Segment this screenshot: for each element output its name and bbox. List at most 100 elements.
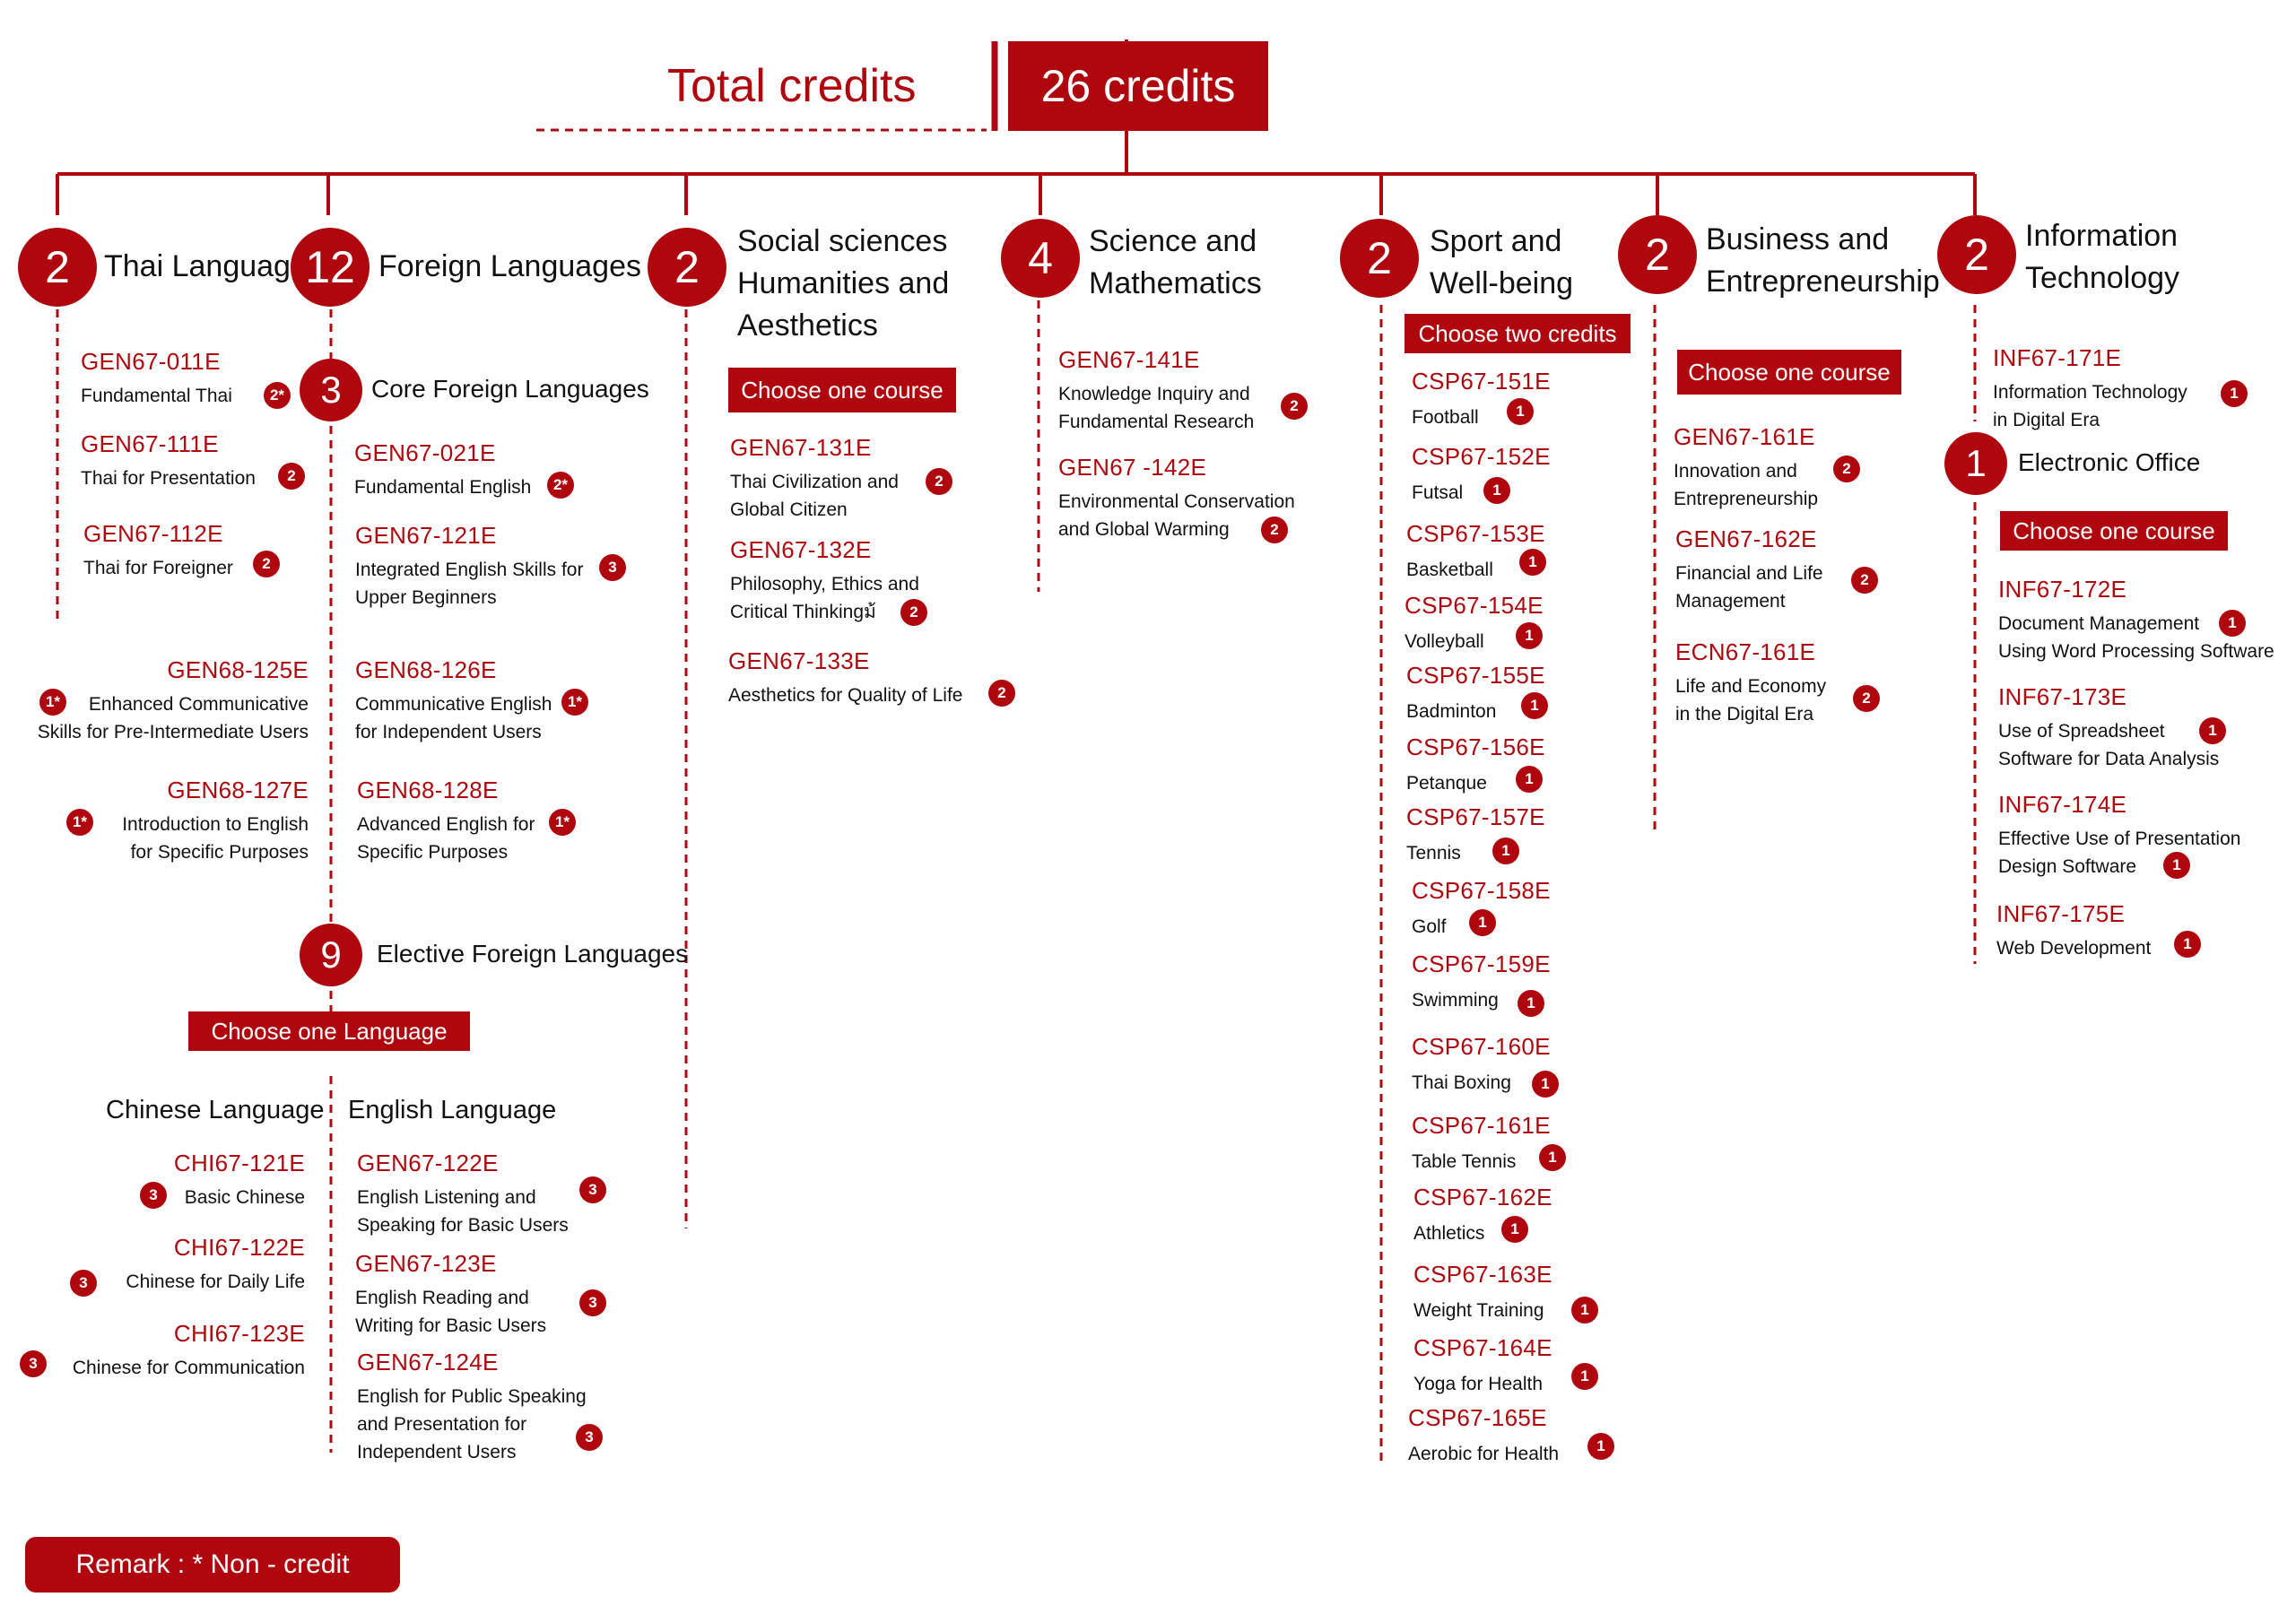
office-choose-badge: Choose one course bbox=[2000, 511, 2228, 551]
business-credits-circle: 2 bbox=[1618, 215, 1697, 294]
course-code: INF67-175E bbox=[1996, 900, 2126, 927]
credit-badge: 3 bbox=[70, 1270, 97, 1297]
course-name: Chinese for Communication bbox=[72, 1358, 305, 1378]
course-code: CSP67-151E bbox=[1412, 368, 1551, 395]
credit-badge: 2 bbox=[926, 468, 952, 495]
course-code: GEN67-121E bbox=[355, 522, 497, 549]
course-code: CSP67-155E bbox=[1406, 662, 1545, 689]
course-name: Aesthetics for Quality of Life bbox=[728, 685, 963, 706]
science-credits-circle: 4 bbox=[1001, 219, 1080, 298]
it-credits-circle: 2 bbox=[1937, 215, 2016, 294]
course-name: Volleyball bbox=[1405, 631, 1484, 652]
course-name: Swimming bbox=[1412, 990, 1499, 1011]
course-name: Petanque bbox=[1406, 773, 1487, 794]
course-code: CSP67-164E bbox=[1413, 1334, 1552, 1361]
course-name: Global Citizen bbox=[730, 499, 848, 520]
course-name: Enhanced Communicative bbox=[88, 694, 309, 715]
course-code: GEN67-131E bbox=[730, 434, 872, 461]
course-code: CSP67-153E bbox=[1406, 520, 1545, 547]
course-name: Web Development bbox=[1996, 938, 2152, 959]
office-title: Electronic Office bbox=[2018, 448, 2201, 476]
course-code: GEN67-123E bbox=[355, 1250, 497, 1277]
credit-badge: 2 bbox=[1281, 393, 1308, 420]
course-name: English Reading and bbox=[355, 1288, 529, 1308]
office-credits-circle: 1 bbox=[1944, 432, 2007, 495]
credit-badge: 3 bbox=[579, 1289, 606, 1316]
course-name: Using Word Processing Software bbox=[1998, 641, 2274, 662]
credit-badge: 3 bbox=[579, 1176, 606, 1203]
credit-badge: 1 bbox=[1519, 549, 1546, 576]
social-choose-badge: Choose one course bbox=[728, 368, 956, 412]
course-name: Management bbox=[1675, 591, 1786, 612]
course-name: Thai for Foreigner bbox=[83, 558, 233, 578]
course-code: GEN67-122E bbox=[357, 1150, 499, 1176]
course-name: Basketball bbox=[1406, 560, 1493, 580]
course-name: Table Tennis bbox=[1412, 1151, 1517, 1172]
credit-badge: 2 bbox=[253, 551, 280, 577]
credit-badge: 1 bbox=[1501, 1216, 1528, 1243]
choose-language-badge: Choose one Language bbox=[188, 1011, 470, 1051]
credit-badge: 1 bbox=[1516, 622, 1543, 649]
business-choose-badge: Choose one course bbox=[1677, 350, 1901, 395]
course-name: Upper Beginners bbox=[355, 587, 497, 608]
social-title-line: Aesthetics bbox=[737, 308, 878, 343]
course-name: Software for Data Analysis bbox=[1998, 749, 2220, 769]
remark-box: Remark : * Non - credit bbox=[25, 1537, 400, 1593]
course-code: CSP67-156E bbox=[1406, 733, 1545, 760]
social-title: Social sciences Humanities and Aesthetic… bbox=[737, 221, 949, 347]
course-name: Chinese for Daily Life bbox=[126, 1271, 305, 1292]
business-title-line: Business and bbox=[1706, 222, 1890, 256]
foreign-title: Foreign Languages bbox=[378, 249, 642, 283]
course-name: Document Management bbox=[1998, 613, 2200, 634]
sport-title: Sport and Well-being bbox=[1430, 221, 1573, 305]
course-code: GEN67-141E bbox=[1058, 346, 1200, 373]
course-name: Thai Civilization and bbox=[730, 472, 899, 492]
credit-badge: 1 bbox=[1518, 990, 1544, 1017]
it-title-line: Information bbox=[2025, 219, 2179, 253]
credit-badge: 3 bbox=[20, 1350, 47, 1377]
credit-badge: 2* bbox=[264, 382, 291, 409]
credit-badge: 2* bbox=[547, 472, 574, 499]
chinese-title: Chinese Language bbox=[106, 1096, 325, 1124]
course-code: CSP67-160E bbox=[1412, 1033, 1551, 1060]
course-name: Football bbox=[1412, 407, 1479, 428]
course-name: Specific Purposes bbox=[357, 842, 509, 863]
course-name: Information Technology bbox=[1993, 382, 2187, 403]
course-code: GEN67-161E bbox=[1674, 423, 1815, 450]
course-code: CSP67-158E bbox=[1412, 877, 1551, 904]
course-name: Thai for Presentation bbox=[81, 468, 256, 489]
course-name: for Independent Users bbox=[355, 722, 542, 742]
credit-badge: 1 bbox=[1469, 909, 1496, 936]
course-name: Badminton bbox=[1406, 701, 1497, 722]
course-code: GEN68-127E bbox=[167, 777, 309, 803]
course-name: Knowledge Inquiry and bbox=[1058, 384, 1250, 404]
course-code: CSP67-152E bbox=[1412, 443, 1551, 470]
credit-badge: 1 bbox=[2199, 717, 2226, 744]
course-code: GEN68-126E bbox=[355, 656, 497, 683]
credit-badge: 1 bbox=[1516, 766, 1543, 793]
course-name: Philosophy, Ethics and bbox=[730, 574, 919, 595]
english-title: English Language bbox=[348, 1096, 557, 1124]
course-code: GEN67-111E bbox=[81, 430, 219, 457]
course-name: Thai Boxing bbox=[1412, 1072, 1511, 1093]
course-name: Skills for Pre-Intermediate Users bbox=[37, 722, 309, 742]
course-code: CSP67-161E bbox=[1412, 1112, 1551, 1139]
course-name: Tennis bbox=[1406, 843, 1461, 864]
course-name: Speaking for Basic Users bbox=[357, 1215, 569, 1236]
total-credits-box: 26 credits bbox=[1008, 41, 1268, 131]
course-code: GEN67 -142E bbox=[1058, 454, 1207, 481]
social-title-line: Humanities and bbox=[737, 266, 950, 300]
course-code: CSP67-165E bbox=[1408, 1404, 1547, 1431]
credit-badge: 1 bbox=[1571, 1297, 1598, 1324]
course-name: Fundamental English bbox=[354, 477, 532, 498]
course-code: GEN67-021E bbox=[354, 439, 496, 466]
credit-badge: 3 bbox=[599, 554, 626, 581]
credit-badge: 1* bbox=[561, 689, 588, 716]
course-name: English for Public Speaking bbox=[357, 1386, 587, 1407]
course-name: Environmental Conservation bbox=[1058, 491, 1295, 512]
course-name: Advanced English for bbox=[357, 814, 535, 835]
credit-badge: 2 bbox=[1261, 516, 1288, 543]
credit-badge: 1 bbox=[2163, 852, 2190, 879]
credit-badge: 1 bbox=[2174, 931, 2201, 958]
